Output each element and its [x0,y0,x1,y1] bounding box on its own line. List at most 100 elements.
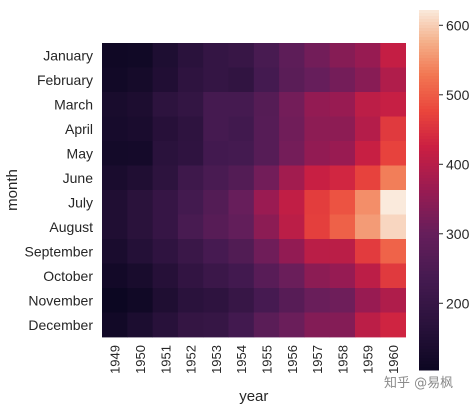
colorbar-segment [419,16,439,20]
heatmap-cell [329,67,356,93]
heatmap-cell [102,92,128,117]
y-tick-label: February [37,72,93,88]
colorbar-segment [419,271,439,275]
colorbar-segment [419,256,439,260]
heatmap-cell [203,190,229,215]
heatmap-cell [102,116,128,142]
heatmap-cell [177,67,204,93]
heatmap-cell [253,263,280,289]
heatmap-cell [228,141,255,166]
heatmap-cell [253,312,280,338]
y-tick-label: January [43,47,93,63]
colorbar-tick-label: 600 [446,17,470,33]
colorbar-segment [419,241,439,245]
colorbar-segment [419,124,439,128]
colorbar-segment [419,28,439,32]
colorbar-segment [419,283,439,287]
colorbar-segment [419,220,439,224]
heatmap-cell [228,312,255,338]
heatmap-cell [152,288,179,313]
colorbar-segment [419,181,439,185]
colorbar-segment [419,253,439,257]
heatmap-cell [228,43,255,68]
heatmap-cell [329,165,356,191]
heatmap-cell [127,288,153,313]
heatmap-cell [203,165,229,191]
heatmap-cell [102,239,128,264]
heatmap-cell [304,312,331,338]
colorbar-segment [419,97,439,101]
colorbar-segment [419,19,439,23]
heatmap-cell [380,165,406,191]
heatmap-cell [152,263,179,289]
colorbar-segment [419,289,439,293]
heatmap-cell [304,239,331,264]
heatmap-cell [253,141,280,166]
heatmap-cell [329,312,356,338]
colorbar-segment [419,91,439,95]
heatmap-cell [127,116,153,142]
colorbar-segment [419,10,439,14]
heatmap-cell [279,43,305,68]
heatmap-cell [203,67,229,93]
heatmap-cell [380,190,406,215]
x-tick-label: 1957 [310,345,325,374]
colorbar-segment [419,142,439,146]
heatmap-cell [329,43,356,68]
heatmap-cell [355,67,381,93]
colorbar-segment [419,310,439,314]
heatmap-cell [355,92,381,117]
colorbar-segment [419,217,439,221]
x-axis-label: year [239,388,268,405]
heatmap-cell [152,190,179,215]
heatmap-cell [355,141,381,166]
heatmap-cell [380,67,406,93]
colorbar [419,10,439,371]
colorbar-segment [419,340,439,344]
colorbar-segment [419,349,439,353]
heatmap-cell [279,239,305,264]
heatmap-cell [304,141,331,166]
colorbar-segment [419,109,439,113]
heatmap-cell [177,214,204,240]
colorbar-segment [419,94,439,98]
y-tick-label: August [49,219,93,235]
colorbar-segment [419,37,439,41]
heatmap-cell [127,67,153,93]
heatmap-cell [304,116,331,142]
colorbar-segment [419,148,439,152]
heatmap-cell [304,165,331,191]
heatmap-cell [253,190,280,215]
colorbar-segment [419,298,439,302]
colorbar-segment [419,169,439,173]
heatmap-cell [380,43,406,68]
heatmap-cell [329,263,356,289]
heatmap-cell [177,141,204,166]
colorbar-tick-label: 200 [446,295,470,311]
colorbar-segment [419,34,439,38]
heatmap-cell [228,214,255,240]
heatmap-cell [152,43,179,68]
colorbar-segment [419,22,439,26]
heatmap-cell [102,67,128,93]
x-tick-label: 1954 [234,345,249,374]
heatmap-cell [380,141,406,166]
heatmap-cell [203,214,229,240]
colorbar-segment [419,250,439,254]
heatmap-cell [177,239,204,264]
colorbar-segment [419,223,439,227]
heatmap-cell [253,116,280,142]
heatmap-cell [380,288,406,313]
colorbar-segment [419,202,439,206]
colorbar-segment [419,40,439,44]
colorbar-segment [419,145,439,149]
colorbar-segment [419,361,439,365]
colorbar-segment [419,364,439,368]
heatmap-cell [228,288,255,313]
y-tick-label: December [28,317,93,333]
heatmap-cells [102,43,406,338]
heatmap-cell [253,165,280,191]
y-axis-label: month [4,169,21,211]
heatmap-cell [127,312,153,338]
